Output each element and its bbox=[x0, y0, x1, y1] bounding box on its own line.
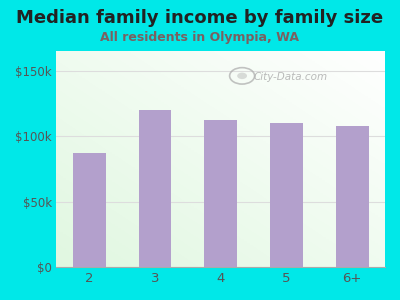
Bar bbox=[73, 153, 106, 267]
Text: Median family income by family size: Median family income by family size bbox=[16, 9, 384, 27]
Text: City-Data.com: City-Data.com bbox=[254, 72, 328, 82]
Bar bbox=[204, 120, 237, 267]
Bar bbox=[139, 110, 172, 267]
Bar bbox=[336, 126, 368, 267]
Text: All residents in Olympia, WA: All residents in Olympia, WA bbox=[100, 32, 300, 44]
Circle shape bbox=[237, 73, 247, 79]
Bar bbox=[270, 123, 303, 267]
